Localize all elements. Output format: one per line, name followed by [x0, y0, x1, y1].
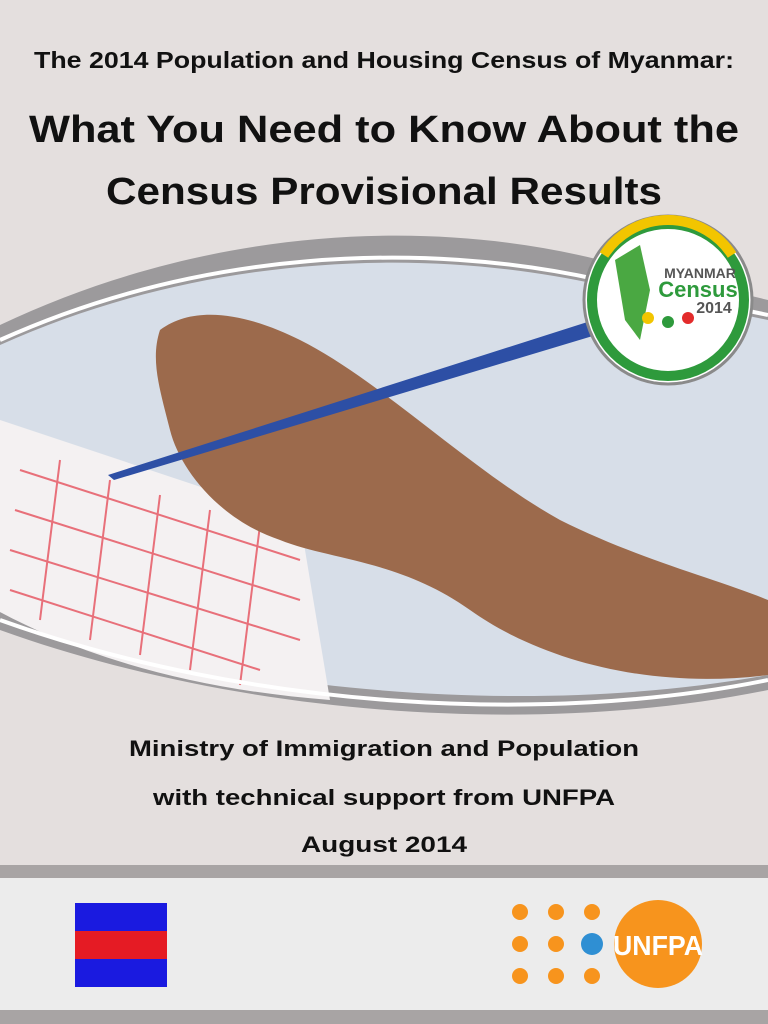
credit-line: with technical support from UNFPA	[152, 785, 615, 810]
title-line: Census Provisional Results	[106, 171, 662, 213]
unfpa-dots	[512, 904, 600, 984]
logo-word: Census	[658, 277, 737, 302]
swoosh-edge	[0, 255, 768, 342]
logo-ring-accent	[599, 215, 737, 258]
flag-band	[75, 959, 167, 987]
swoosh-edge	[0, 618, 768, 707]
subtitle: The 2014 Population and Housing Census o…	[34, 47, 734, 73]
unfpa-logo: UNFPA	[613, 930, 703, 961]
hand	[155, 314, 768, 679]
credit-line: August 2014	[301, 832, 468, 857]
logo-year: 2014	[696, 300, 732, 317]
title-line: What You Need to Know About the	[29, 109, 739, 151]
logo-figure	[662, 316, 674, 328]
form-grid	[9, 459, 301, 686]
logo-figure	[682, 312, 694, 324]
credit-line: Ministry of Immigration and Population	[129, 736, 639, 761]
flag-band	[75, 903, 167, 931]
footer-stripe	[0, 1010, 768, 1024]
un-emblem	[581, 933, 603, 955]
footer-stripe	[0, 865, 768, 878]
logo-figure	[642, 312, 654, 324]
logo-country: MYANMAR	[664, 265, 736, 281]
unfpa-circle	[614, 900, 702, 988]
pencil	[108, 318, 606, 480]
logo-map	[615, 245, 650, 340]
flag-band	[75, 931, 167, 959]
